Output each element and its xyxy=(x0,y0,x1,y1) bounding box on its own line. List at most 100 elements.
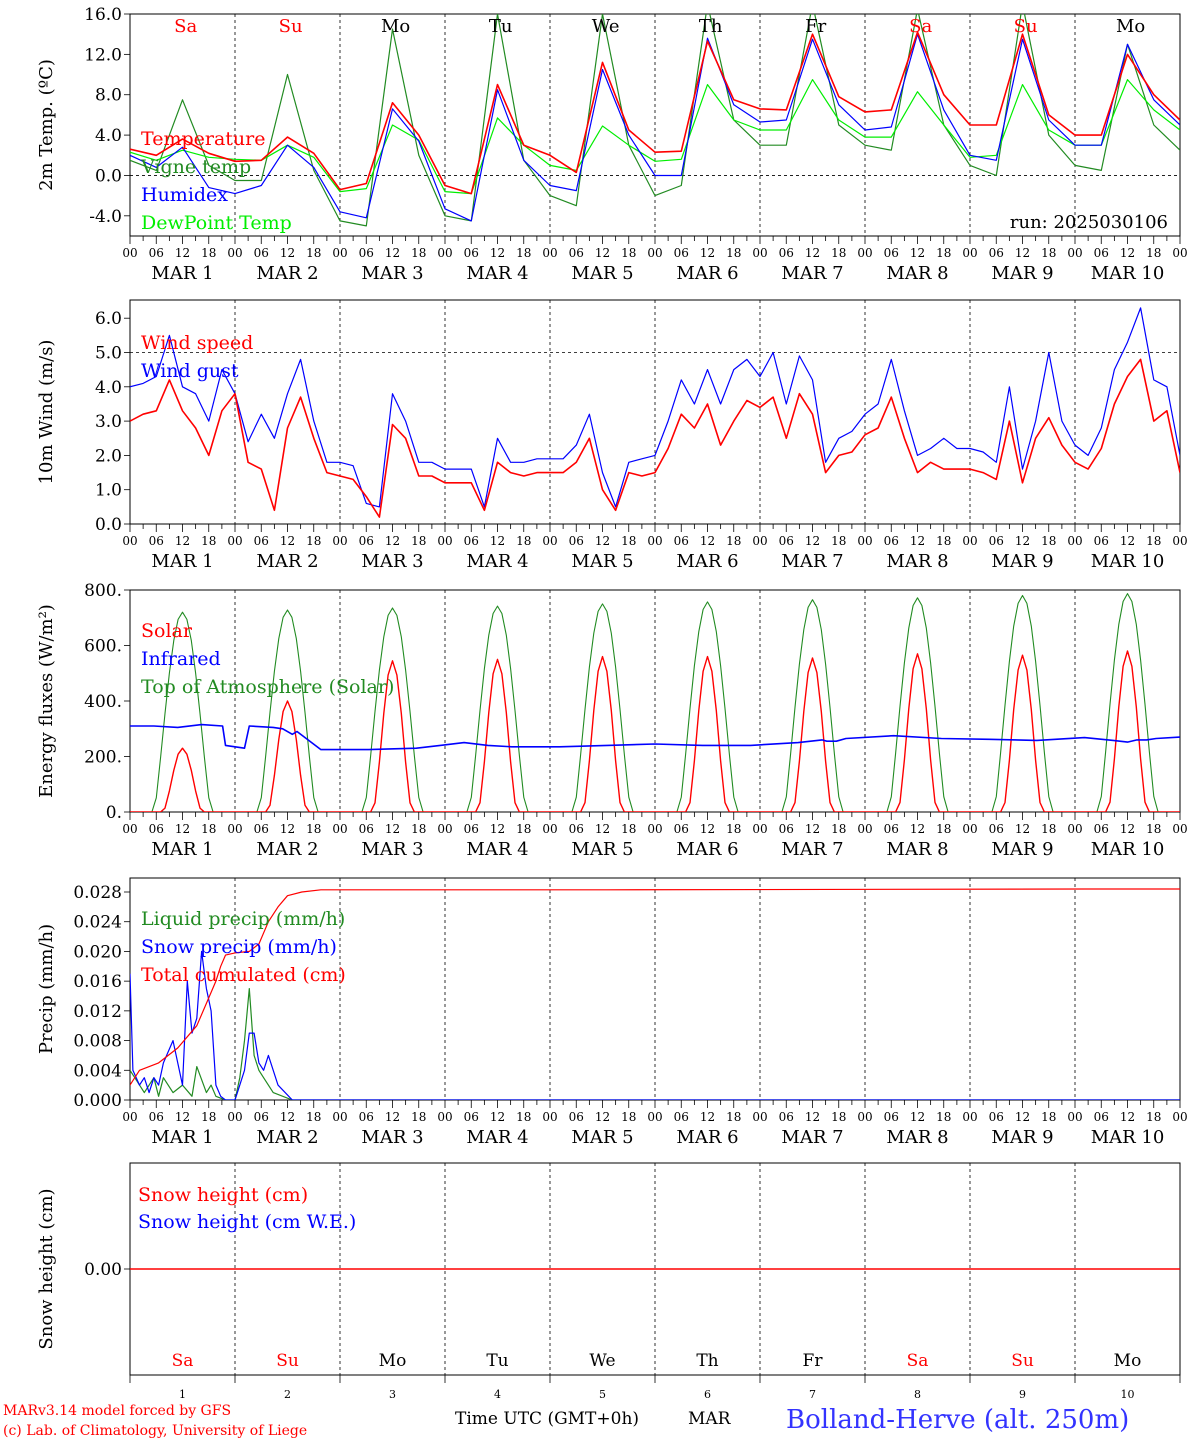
x-hour-tick-label: 06 xyxy=(254,822,269,836)
x-hour-tick-label: 12 xyxy=(385,246,400,260)
x-hour-tick-label: 00 xyxy=(542,822,557,836)
x-hour-tick-label: 06 xyxy=(569,822,584,836)
x-day-label: MAR 2 xyxy=(256,551,318,572)
weekday-label: Th xyxy=(699,16,723,37)
x-day-label: MAR 9 xyxy=(991,551,1053,572)
legend-entry: Vigne temp xyxy=(140,156,251,178)
x-day-number: 1 xyxy=(179,1388,186,1401)
x-hour-tick-label: 18 xyxy=(726,534,741,548)
x-day-number: 2 xyxy=(284,1388,291,1401)
x-day-label: MAR 9 xyxy=(991,839,1053,860)
x-hour-tick-label: 00 xyxy=(122,246,137,260)
y-tick-label: 0.016 xyxy=(73,972,122,992)
legend-entry: Wind speed xyxy=(141,332,253,354)
x-hour-tick-label: 12 xyxy=(1015,534,1030,548)
weekday-label: Th xyxy=(696,1351,718,1371)
x-hour-tick-label: 06 xyxy=(1094,1110,1109,1124)
y-tick-label: 16.0 xyxy=(84,5,122,25)
weekday-label: Su xyxy=(1014,16,1038,37)
weekday-label: Sa xyxy=(172,1351,194,1371)
x-hour-tick-label: 06 xyxy=(359,1110,374,1124)
x-hour-tick-label: 00 xyxy=(857,534,872,548)
x-day-label: MAR 6 xyxy=(676,1127,738,1148)
x-day-label: MAR 3 xyxy=(361,263,423,284)
x-hour-tick-label: 06 xyxy=(989,534,1004,548)
series-humidex xyxy=(130,33,1180,222)
x-day-number: 5 xyxy=(599,1388,606,1401)
x-hour-tick-label: 12 xyxy=(1015,1110,1030,1124)
x-hour-tick-label: 12 xyxy=(805,1110,820,1124)
x-hour-tick-label: 00 xyxy=(1172,246,1187,260)
x-hour-tick-label: 00 xyxy=(332,534,347,548)
x-day-label: MAR 10 xyxy=(1091,1127,1165,1148)
legend-entry: Solar xyxy=(141,620,193,642)
x-hour-tick-label: 06 xyxy=(779,534,794,548)
run-annotation: run: 2025030106 xyxy=(1010,212,1168,233)
x-hour-tick-label: 18 xyxy=(306,1110,321,1124)
x-hour-tick-label: 00 xyxy=(332,246,347,260)
x-day-label: MAR 9 xyxy=(991,263,1053,284)
x-hour-tick-label: 00 xyxy=(752,534,767,548)
x-day-number: 7 xyxy=(809,1388,816,1401)
x-day-label: MAR 8 xyxy=(886,551,948,572)
legend-entry: Total cumulated (cm) xyxy=(141,964,346,986)
legend-entry: Temperature xyxy=(141,128,265,150)
x-hour-tick-label: 00 xyxy=(752,1110,767,1124)
x-hour-tick-label: 06 xyxy=(884,246,899,260)
x-hour-tick-label: 18 xyxy=(1041,822,1056,836)
x-hour-tick-label: 12 xyxy=(1015,822,1030,836)
weekday-label: Sa xyxy=(907,1351,929,1371)
legend-entry: Snow height (cm W.E.) xyxy=(138,1211,356,1233)
weekday-label: Mo xyxy=(1114,1351,1142,1371)
x-day-label: MAR 3 xyxy=(361,1127,423,1148)
y-tick-label: 4.0 xyxy=(95,378,122,398)
x-hour-tick-label: 06 xyxy=(464,822,479,836)
x-hour-tick-label: 18 xyxy=(201,1110,216,1124)
x-hour-tick-label: 00 xyxy=(962,246,977,260)
x-hour-tick-label: 12 xyxy=(910,246,925,260)
x-hour-tick-label: 06 xyxy=(254,246,269,260)
x-hour-tick-label: 00 xyxy=(227,822,242,836)
x-hour-tick-label: 06 xyxy=(884,822,899,836)
x-hour-tick-label: 00 xyxy=(752,822,767,836)
x-hour-tick-label: 12 xyxy=(280,1110,295,1124)
x-hour-tick-label: 18 xyxy=(306,534,321,548)
x-hour-tick-label: 12 xyxy=(1120,534,1135,548)
x-hour-tick-label: 18 xyxy=(411,1110,426,1124)
x-day-label: MAR 6 xyxy=(676,839,738,860)
x-hour-tick-label: 12 xyxy=(1120,246,1135,260)
x-hour-tick-label: 00 xyxy=(647,246,662,260)
x-hour-tick-label: 00 xyxy=(542,1110,557,1124)
x-hour-tick-label: 00 xyxy=(542,246,557,260)
x-hour-tick-label: 12 xyxy=(805,822,820,836)
x-day-label: MAR 10 xyxy=(1091,551,1165,572)
x-hour-tick-label: 00 xyxy=(1172,1110,1187,1124)
series-top-of-atmosphere xyxy=(130,593,1180,812)
x-hour-tick-label: 18 xyxy=(306,822,321,836)
x-hour-tick-label: 00 xyxy=(752,246,767,260)
x-day-label: MAR 5 xyxy=(571,263,633,284)
x-hour-tick-label: 12 xyxy=(490,246,505,260)
y-tick-label: 0.00 xyxy=(84,1260,122,1280)
x-hour-tick-label: 12 xyxy=(700,1110,715,1124)
y-tick-label: 0.004 xyxy=(73,1061,122,1081)
x-hour-tick-label: 00 xyxy=(962,1110,977,1124)
x-hour-tick-label: 18 xyxy=(936,534,951,548)
x-hour-tick-label: 00 xyxy=(437,822,452,836)
x-hour-tick-label: 18 xyxy=(1146,1110,1161,1124)
x-hour-tick-label: 00 xyxy=(227,246,242,260)
x-day-number: 8 xyxy=(914,1388,921,1401)
x-hour-tick-label: 06 xyxy=(989,246,1004,260)
x-day-label: MAR 1 xyxy=(151,839,213,860)
x-hour-tick-label: 00 xyxy=(647,534,662,548)
y-tick-label: 0.020 xyxy=(73,942,122,962)
series-dewpoint-temp xyxy=(130,78,1180,195)
x-day-label: MAR 4 xyxy=(466,839,528,860)
x-day-label: MAR 1 xyxy=(151,1127,213,1148)
weekday-label: Sa xyxy=(174,16,197,37)
x-hour-tick-label: 06 xyxy=(674,1110,689,1124)
y-tick-label: 800. xyxy=(84,581,122,601)
x-hour-tick-label: 06 xyxy=(464,246,479,260)
series-temperature xyxy=(130,31,1180,195)
y-tick-label: 4.0 xyxy=(95,126,122,146)
